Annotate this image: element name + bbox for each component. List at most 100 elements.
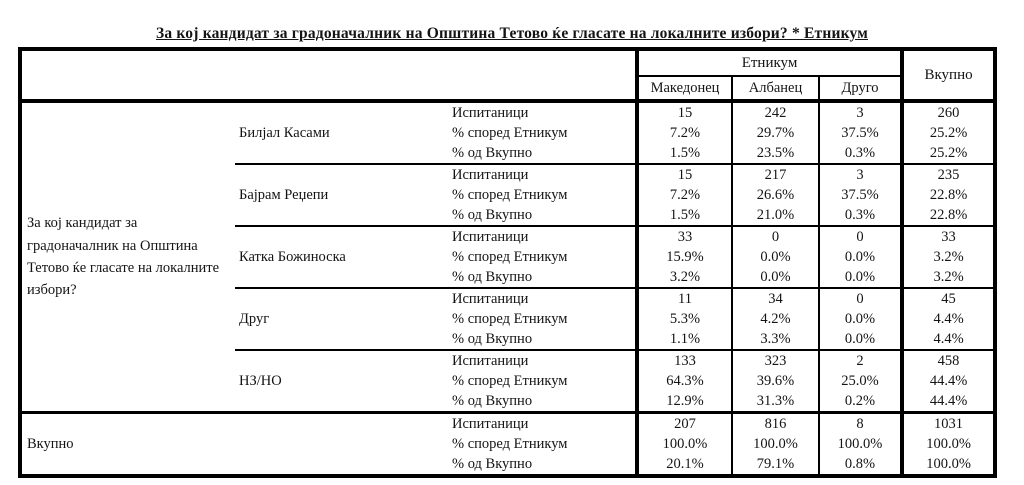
data-cell: 34 <box>731 287 820 309</box>
table-row: % од Вкупно 20.1% 79.1% 0.8% 100.0% <box>20 454 996 476</box>
data-cell: 0.0% <box>818 309 903 329</box>
data-cell: 33 <box>635 225 733 247</box>
candidate-label: Катка Божиноска <box>235 225 450 288</box>
table-row: % од Вкупно 3.2% 0.0% 0.0% 3.2% <box>20 267 996 288</box>
data-cell: 0.8% <box>818 454 903 476</box>
data-cell: 0.0% <box>731 247 820 267</box>
measure-label: Испитаници <box>452 104 529 121</box>
candidate-label: Бајрам Реџепи <box>235 163 450 226</box>
data-cell: 44.4% <box>900 391 996 413</box>
data-cell: 100.0% <box>900 434 996 454</box>
table-row: % според Етникум 7.2% 29.7% 37.5% 25.2% <box>20 123 996 143</box>
measure-label: Испитаници <box>450 349 638 371</box>
table-row: % од Вкупно 1.5% 21.0% 0.3% 22.8% <box>20 205 996 226</box>
measure-label: Испитаници <box>450 411 638 434</box>
row-question-label: За кој кандидат за градоначалник на Општ… <box>27 215 220 299</box>
data-cell: 25.0% <box>818 371 903 391</box>
data-cell: 15 <box>635 101 733 123</box>
candidate-label: Друг <box>235 287 450 350</box>
measure-label: % според Етникум <box>452 372 568 389</box>
data-cell: 26.6% <box>731 185 820 205</box>
data-cell: 22.8% <box>900 185 996 205</box>
data-cell: 7.2% <box>635 123 733 143</box>
measure-label: % според Етникум <box>452 186 568 203</box>
data-cell: 5.3% <box>635 309 733 329</box>
data-cell: 3.2% <box>635 267 733 288</box>
data-cell: 25.2% <box>900 143 996 164</box>
data-cell: 100.0% <box>900 454 996 476</box>
data-cell: 7.2% <box>635 185 733 205</box>
col-group-header-etnikum: Етникум <box>635 49 903 77</box>
measure-label: Испитаници <box>450 287 638 309</box>
data-cell: 242 <box>731 101 820 123</box>
data-cell: 133 <box>635 349 733 371</box>
table-row: Друг Испитаници 11 34 0 45 <box>20 287 996 350</box>
table-row: Вкупно Испитаници 207 816 8 1031 <box>20 411 996 476</box>
table-row: % според Етникум 100.0% 100.0% 100.0% 10… <box>20 434 996 454</box>
data-cell: 0.0% <box>818 247 903 267</box>
crosstab-table: Етникум Вкупно Македонец Албанец Друго З… <box>18 47 998 478</box>
data-cell: 25.2% <box>900 123 996 143</box>
data-cell: 3.2% <box>900 267 996 288</box>
data-cell: 2 <box>818 349 903 371</box>
data-cell: 235 <box>900 163 996 185</box>
data-cell: 1.1% <box>635 329 733 350</box>
header-row-2: Македонец Албанец Друго <box>20 76 995 103</box>
page-title: За кој кандидат за градоначалник на Општ… <box>155 25 869 42</box>
data-cell: 1.5% <box>635 205 733 226</box>
data-cell: 458 <box>900 349 996 371</box>
data-cell: 207 <box>635 411 733 434</box>
table-row: % според Етникум 15.9% 0.0% 0.0% 3.2% <box>20 247 996 267</box>
stub-header-cell <box>20 49 638 103</box>
data-cell: 4.4% <box>900 329 996 350</box>
table-row: % од Вкупно 1.5% 23.5% 0.3% 25.2% <box>20 143 996 164</box>
data-cell: 0 <box>818 225 903 247</box>
data-cell: 217 <box>731 163 820 185</box>
measure-label: % од Вкупно <box>452 330 533 347</box>
data-cell: 3 <box>818 163 903 185</box>
data-cell: 11 <box>635 287 733 309</box>
data-cell: 100.0% <box>635 434 733 454</box>
measure-label: % од Вкупно <box>452 455 533 472</box>
data-cell: 1.5% <box>635 143 733 164</box>
data-cell: 3.3% <box>731 329 820 350</box>
data-cell: 64.3% <box>635 371 733 391</box>
data-cell: 44.4% <box>900 371 996 391</box>
data-cell: 1031 <box>900 411 996 434</box>
data-cell: 0 <box>731 225 820 247</box>
data-cell: 45 <box>900 287 996 309</box>
data-cell: 29.7% <box>731 123 820 143</box>
table-row: % според Етникум 64.3% 39.6% 25.0% 44.4% <box>20 371 996 391</box>
measure-label: % според Етникум <box>452 124 568 141</box>
data-cell: 0.0% <box>818 329 903 350</box>
data-cell: 79.1% <box>731 454 820 476</box>
data-cell: 0.0% <box>818 267 903 288</box>
measure-label: % од Вкупно <box>452 392 533 409</box>
measure-label: % според Етникум <box>452 310 568 327</box>
data-cell: 0.0% <box>731 267 820 288</box>
col-header-total: Вкупно <box>900 49 996 103</box>
table-row: % според Етникум 5.3% 4.2% 0.0% 4.4% <box>20 309 996 329</box>
data-cell: 0.3% <box>818 205 903 226</box>
data-cell: 4.2% <box>731 309 820 329</box>
table-row: % според Етникум 7.2% 26.6% 37.5% 22.8% <box>20 185 996 205</box>
data-cell: 22.8% <box>900 205 996 226</box>
data-cell: 3.2% <box>900 247 996 267</box>
data-cell: 0.2% <box>818 391 903 413</box>
data-cell: 100.0% <box>731 434 820 454</box>
data-cell: 260 <box>900 101 996 123</box>
col-header-albanec: Албанец <box>731 76 820 103</box>
measure-label: Испитаници <box>450 225 638 247</box>
data-cell: 15.9% <box>635 247 733 267</box>
table-row: За кој кандидат за градоначалник на Општ… <box>20 101 996 298</box>
measure-label: % од Вкупно <box>452 268 533 285</box>
data-cell: 15 <box>635 163 733 185</box>
data-cell: 3 <box>818 101 903 123</box>
data-cell: 31.3% <box>731 391 820 413</box>
data-cell: 12.9% <box>635 391 733 413</box>
measure-label: % од Вкупно <box>452 206 533 223</box>
data-cell: 21.0% <box>731 205 820 226</box>
table-row: Катка Божиноска Испитаници 33 0 0 33 <box>20 225 996 288</box>
data-cell: 323 <box>731 349 820 371</box>
